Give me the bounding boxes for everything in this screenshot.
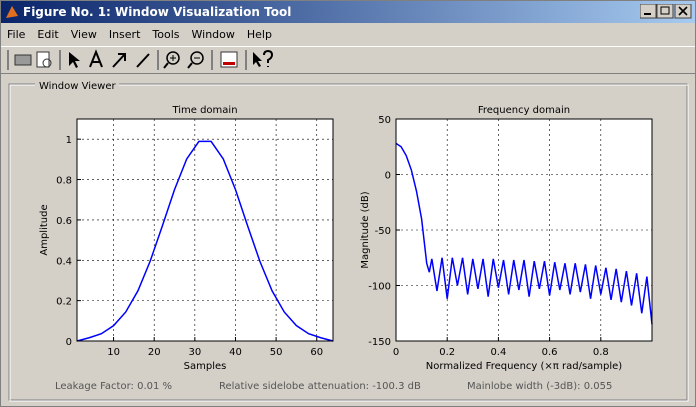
window-title: Figure No. 1: Window Visualization Tool	[23, 5, 292, 19]
menu-item[interactable]: Edit	[37, 28, 59, 41]
x-tick-label: 0.2	[439, 347, 455, 358]
panel-title-bg	[35, 78, 119, 90]
x-tick-label: 10	[107, 347, 120, 358]
menu-bar: File Edit View Insert Tools Window Help	[1, 23, 695, 46]
menu-item[interactable]: Tools	[152, 28, 180, 41]
chart-title: Frequency domain	[478, 105, 570, 116]
x-tick-label: 30	[188, 347, 201, 358]
x-tick-label: 60	[310, 347, 323, 358]
y-axis-label: Amplitude	[39, 204, 50, 255]
panel-frame	[8, 83, 688, 401]
y-tick-label: 0.8	[56, 176, 72, 187]
x-tick-label: 0.6	[542, 347, 558, 358]
window-viewer: Window Viewer Leakage Factor: 0.01 % Rel…	[8, 78, 689, 402]
x-tick-label: 0.8	[593, 347, 609, 358]
y-tick-label: -100	[368, 282, 391, 293]
axes-box	[76, 118, 334, 342]
mainlobe-width: Mainlobe width (-3dB): 0.055	[467, 381, 612, 392]
y-tick-label: 0.6	[56, 216, 72, 227]
title-bar: Figure No. 1: Window Visualization Tool	[1, 1, 695, 23]
panel-title: Window Viewer	[39, 81, 116, 92]
menu-item[interactable]: File	[7, 28, 26, 41]
x-axis-label: Samples	[184, 361, 227, 372]
axes-box	[395, 118, 653, 342]
line-series	[395, 142, 653, 325]
toolbar-icons[interactable]	[1, 47, 301, 73]
y-tick-label: 0	[385, 171, 391, 182]
menu-item[interactable]: Window	[191, 28, 235, 41]
x-tick-label: 20	[148, 347, 161, 358]
x-tick-label: 0.4	[490, 347, 506, 358]
chart-title: Time domain	[171, 105, 237, 116]
x-tick-label: 50	[270, 347, 283, 358]
panel-frame-highlight	[9, 84, 689, 402]
y-axis-label: Magnitude (dB)	[360, 191, 371, 268]
menu-item[interactable]: View	[70, 28, 97, 41]
app-icon	[6, 6, 18, 18]
x-axis-label: Normalized Frequency (×π rad/sample)	[426, 361, 623, 372]
y-tick-label: 50	[378, 115, 391, 126]
window-buttons[interactable]	[640, 4, 692, 20]
menu-item[interactable]: Insert	[108, 28, 141, 41]
x-tick-label: 40	[229, 347, 242, 358]
sidelobe-attenuation: Relative sidelobe attenuation: -100.3 dB	[219, 381, 421, 392]
plot-area	[396, 119, 652, 341]
y-tick-label: 1	[66, 135, 72, 146]
x-tick-label: 0	[393, 347, 399, 358]
menu-item[interactable]: Help	[246, 28, 272, 41]
y-tick-label: 0.4	[56, 256, 72, 267]
line-series	[76, 140, 334, 342]
toolbar	[1, 46, 695, 74]
plot-area	[77, 119, 333, 341]
y-tick-label: -150	[368, 337, 391, 348]
y-tick-label: 0.2	[56, 297, 72, 308]
y-tick-label: -50	[375, 226, 391, 237]
y-tick-label: 0	[66, 337, 72, 348]
leakage-factor: Leakage Factor: 0.01 %	[55, 381, 172, 392]
